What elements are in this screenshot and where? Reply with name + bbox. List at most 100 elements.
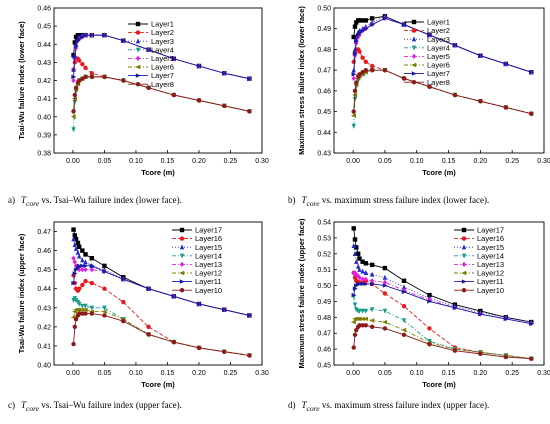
data-point <box>101 309 107 314</box>
data-point <box>80 267 85 273</box>
data-point <box>351 243 356 249</box>
legend-label: Layer5 <box>151 54 174 63</box>
data-point <box>354 245 359 250</box>
data-point <box>363 26 369 31</box>
legend-marker <box>135 47 141 53</box>
data-point <box>89 280 95 286</box>
data-point <box>72 324 78 330</box>
y-tick-label: 0.40 <box>37 363 51 370</box>
data-point <box>357 256 362 261</box>
caption-label: c) <box>8 400 15 410</box>
data-point <box>529 111 534 116</box>
y-tick-label: 0.54 <box>317 220 331 227</box>
series-layer10 <box>351 323 534 361</box>
legend-label: Layer1 <box>427 18 450 27</box>
data-point <box>72 259 77 265</box>
caption-label: b) <box>288 195 296 205</box>
y-axis-label: Tsai-Wu failure index (upper face) <box>17 233 26 353</box>
series-layer17 <box>351 226 534 325</box>
data-point <box>75 249 81 255</box>
data-point <box>171 294 177 299</box>
y-tick-label: 0.43 <box>37 305 51 312</box>
x-tick-label: 0.30 <box>537 370 550 377</box>
x-tick-label: 0.15 <box>161 158 175 165</box>
data-point <box>221 307 227 312</box>
data-point <box>77 301 82 307</box>
x-tick-label: 0.00 <box>66 370 80 377</box>
legend-marker <box>461 279 467 284</box>
legend-label: Layer6 <box>151 63 174 72</box>
data-point <box>369 318 375 323</box>
caption-text: vs. Tsai–Wu failure index (upper face). <box>39 400 182 410</box>
legend-label: Layer8 <box>151 80 174 89</box>
data-point <box>382 265 388 271</box>
legend-label: Layer14 <box>195 251 222 260</box>
data-point <box>73 236 79 242</box>
x-tick-label: 0.20 <box>192 370 206 377</box>
caption-text: vs. maximum stress failure index (upper … <box>319 400 490 410</box>
data-point <box>363 270 369 276</box>
data-point <box>77 253 82 259</box>
data-point <box>350 113 356 118</box>
data-point <box>80 34 86 40</box>
data-point <box>401 22 407 27</box>
caption-variable: T <box>301 195 307 205</box>
y-tick-label: 0.41 <box>37 343 51 350</box>
series-layer7 <box>351 16 535 77</box>
legend-label: Layer12 <box>195 269 222 278</box>
data-point <box>352 24 358 29</box>
caption-label: a) <box>8 195 15 205</box>
data-point <box>529 321 535 326</box>
data-point <box>382 279 388 285</box>
chart-panel-b: 0.00 0.05 0.10 0.15 0.20 0.25 0.30 0.43 0.44 0.45… <box>297 6 550 178</box>
data-point <box>76 307 82 312</box>
data-point <box>363 59 369 65</box>
legend-label: Layer13 <box>195 260 222 269</box>
y-tick-label: 0.44 <box>317 130 331 137</box>
series-layer12 <box>350 316 534 361</box>
x-tick-label: 0.20 <box>474 158 488 165</box>
data-point <box>369 281 375 287</box>
series-layer10 <box>71 311 252 358</box>
legend-marker <box>179 244 185 250</box>
data-point <box>478 99 483 104</box>
data-point <box>196 301 202 307</box>
y-axis-label: Tsai-Wu failure index (lower face) <box>17 21 26 140</box>
data-point <box>382 319 388 325</box>
legend: Layer17Layer16Layer15Layer14Layer13Layer… <box>454 226 504 295</box>
y-tick-label: 0.50 <box>317 6 331 13</box>
data-point <box>360 281 366 287</box>
data-point <box>73 245 79 251</box>
data-point <box>102 305 107 311</box>
data-point <box>382 274 388 280</box>
caption-subscript: core <box>26 198 40 208</box>
data-point <box>71 255 76 261</box>
y-tick-label: 0.49 <box>317 26 331 33</box>
caption-variable: T <box>21 400 27 410</box>
data-point <box>357 281 363 287</box>
series-layer15 <box>71 236 252 318</box>
series-line <box>353 228 532 323</box>
legend-label: Layer3 <box>151 37 174 46</box>
y-tick-label: 0.46 <box>37 248 51 255</box>
data-point <box>355 32 361 38</box>
data-point <box>352 51 358 56</box>
data-point <box>478 351 483 357</box>
data-point <box>359 316 365 322</box>
legend-label: Layer12 <box>477 269 504 278</box>
legend-label: Layer7 <box>151 71 174 80</box>
data-point <box>363 323 369 328</box>
data-point <box>369 16 375 21</box>
x-tick-label: 0.30 <box>255 158 269 165</box>
y-tick-label: 0.46 <box>37 6 51 13</box>
legend-marker <box>135 21 141 27</box>
data-point <box>351 292 357 298</box>
legend-marker <box>411 19 417 25</box>
y-tick-label: 0.39 <box>37 132 51 139</box>
x-axis-label: Tcore (m) <box>141 380 175 389</box>
data-point <box>357 30 363 36</box>
legend-label: Layer15 <box>195 243 222 252</box>
data-point <box>352 96 358 102</box>
data-point <box>401 327 407 333</box>
legend-marker <box>135 30 141 35</box>
